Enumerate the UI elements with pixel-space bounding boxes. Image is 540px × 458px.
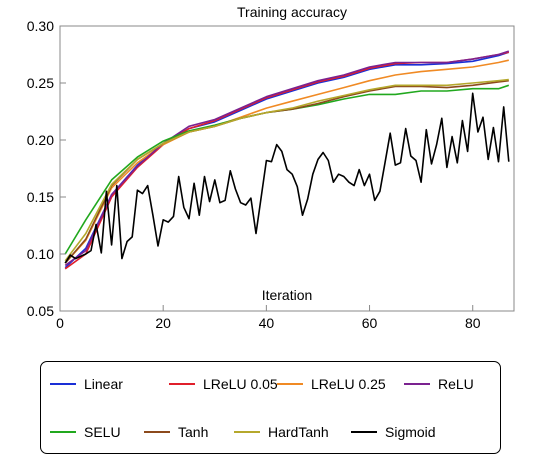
legend-swatch-relu bbox=[404, 383, 430, 385]
legend-swatch-linear bbox=[50, 383, 76, 385]
legend-label-selu: SELU bbox=[84, 424, 121, 440]
series-line-relu bbox=[64, 50, 510, 267]
legend-swatch-sigmoid bbox=[351, 431, 377, 433]
series-line-hardtanh bbox=[64, 78, 509, 262]
y-tick-label: 0.30 bbox=[27, 18, 54, 34]
chart-title: Training accuracy bbox=[237, 4, 347, 20]
legend: Linear LReLU 0.05 LReLU 0.25 ReLU SELU T… bbox=[40, 361, 501, 454]
series-layer bbox=[64, 50, 510, 270]
legend-label-linear: Linear bbox=[84, 376, 123, 392]
legend-label-lrelu-025: LReLU 0.25 bbox=[311, 376, 386, 392]
legend-label-relu: ReLU bbox=[438, 376, 474, 392]
x-tick-label: 40 bbox=[259, 315, 275, 331]
x-tick-label: 60 bbox=[362, 315, 378, 331]
legend-item-lrelu-005: LReLU 0.05 bbox=[169, 371, 278, 397]
training-accuracy-chart: Training accuracy 0.050.100.150.200.250.… bbox=[27, 4, 515, 331]
legend-row-2: SELU Tanh HardTanh Sigmoid bbox=[41, 419, 500, 445]
legend-label-hardtanh: HardTanh bbox=[268, 424, 329, 440]
legend-label-sigmoid: Sigmoid bbox=[385, 424, 436, 440]
legend-item-linear: Linear bbox=[50, 371, 123, 397]
y-tick-label: 0.15 bbox=[27, 189, 54, 205]
x-axis-label: Iteration bbox=[262, 287, 313, 303]
series-line-sigmoid bbox=[64, 92, 510, 264]
y-tick-label: 0.25 bbox=[27, 75, 54, 91]
legend-swatch-tanh bbox=[144, 431, 170, 433]
legend-item-tanh: Tanh bbox=[144, 419, 208, 445]
legend-item-hardtanh: HardTanh bbox=[234, 419, 329, 445]
legend-swatch-hardtanh bbox=[234, 431, 260, 433]
x-tick-label: 80 bbox=[465, 315, 481, 331]
legend-item-relu: ReLU bbox=[404, 371, 474, 397]
legend-swatch-selu bbox=[50, 431, 76, 433]
legend-row-1: Linear LReLU 0.05 LReLU 0.25 ReLU bbox=[41, 371, 500, 397]
legend-swatch-lrelu-025 bbox=[277, 383, 303, 385]
plot-frame bbox=[59, 25, 515, 312]
x-tick-label: 0 bbox=[56, 315, 64, 331]
legend-label-lrelu-005: LReLU 0.05 bbox=[203, 376, 278, 392]
legend-swatch-lrelu-005 bbox=[169, 383, 195, 385]
y-tick-label: 0.10 bbox=[27, 246, 54, 262]
y-axis-ticks: 0.05 0.10 0.15 0.20 0.25 0.30 bbox=[27, 18, 66, 319]
legend-item-lrelu-025: LReLU 0.25 bbox=[277, 371, 386, 397]
y-tick-label: 0.05 bbox=[27, 303, 54, 319]
x-axis-ticks: 0 20 40 60 80 bbox=[56, 305, 481, 331]
x-tick-label: 20 bbox=[155, 315, 171, 331]
legend-item-sigmoid: Sigmoid bbox=[351, 419, 436, 445]
series-line-linear bbox=[64, 51, 510, 269]
legend-item-selu: SELU bbox=[50, 419, 121, 445]
legend-label-tanh: Tanh bbox=[178, 424, 209, 440]
y-tick-label: 0.20 bbox=[27, 132, 54, 148]
series-line-lrelu-0-25 bbox=[64, 59, 509, 264]
